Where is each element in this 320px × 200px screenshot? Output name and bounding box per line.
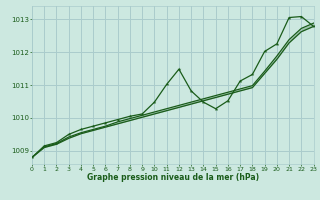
X-axis label: Graphe pression niveau de la mer (hPa): Graphe pression niveau de la mer (hPa) — [87, 173, 259, 182]
